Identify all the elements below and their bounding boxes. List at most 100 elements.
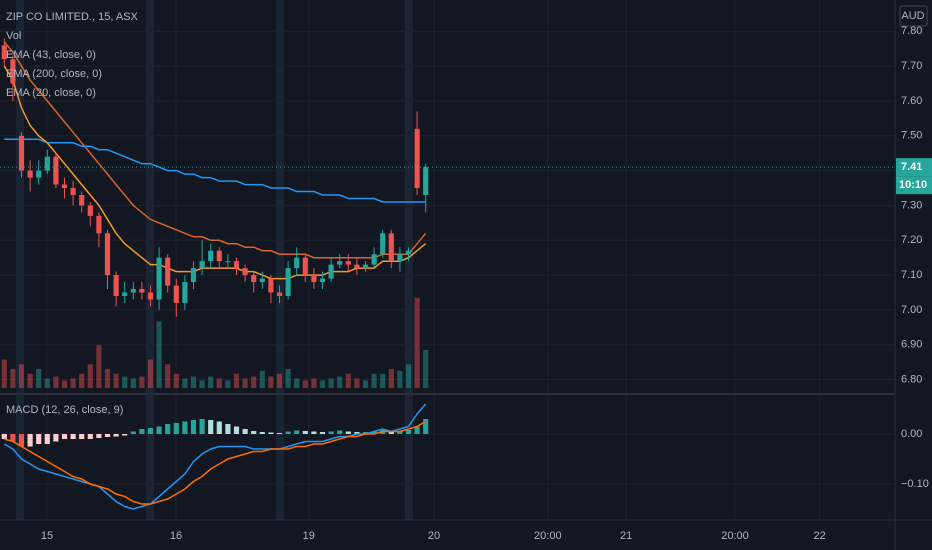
histogram-bar xyxy=(139,429,145,434)
candle-body xyxy=(414,128,420,189)
candle-body xyxy=(319,278,326,283)
volume-bar xyxy=(139,376,145,388)
histogram-bar xyxy=(104,434,111,437)
histogram-bar xyxy=(405,430,412,434)
histogram-bar xyxy=(156,426,162,434)
volume-bar xyxy=(371,373,377,388)
volume-bar xyxy=(405,364,412,388)
volume-bar xyxy=(302,380,308,388)
volume-bar xyxy=(156,321,162,388)
histogram-bar xyxy=(362,432,369,434)
volume-bar xyxy=(380,373,386,388)
volume-bar xyxy=(44,378,50,388)
marks xyxy=(0,38,895,510)
histogram-bar xyxy=(113,434,119,437)
candle-body xyxy=(87,205,93,216)
candle-body xyxy=(139,289,145,293)
candle-body xyxy=(104,233,111,276)
candle-body xyxy=(165,257,171,286)
candle-body xyxy=(96,215,102,234)
countdown-box xyxy=(896,176,932,195)
legend-entry: EMA (200, close, 0) xyxy=(6,68,102,80)
volume-bar xyxy=(337,376,343,388)
histogram-bar xyxy=(122,434,128,436)
histogram-bar xyxy=(242,429,248,434)
volume-bar xyxy=(311,378,317,388)
session-bands xyxy=(16,0,413,520)
candle-body xyxy=(216,250,222,262)
volume-bar xyxy=(18,364,25,388)
chart-title: ZIP CO LIMITED., 15, ASX xyxy=(6,11,139,23)
x-tick-label: 20:00 xyxy=(534,530,562,542)
volume-bar xyxy=(233,373,240,388)
histogram-bar xyxy=(225,424,231,434)
volume-bar xyxy=(216,378,222,388)
candle-body xyxy=(122,292,128,296)
x-tick-label: 19 xyxy=(303,530,315,542)
histogram-bar xyxy=(423,419,429,434)
volume-bar xyxy=(87,364,93,388)
histogram-bar xyxy=(53,434,59,442)
volume-bar xyxy=(130,378,136,388)
histogram-bar xyxy=(208,420,214,434)
y-tick-label: 7.10 xyxy=(901,269,922,281)
histogram-bar xyxy=(311,431,317,434)
candle-body xyxy=(173,285,179,303)
volume-bar xyxy=(319,380,326,388)
histogram-bar xyxy=(147,428,154,434)
histogram-bar xyxy=(182,421,188,434)
currency: AUD xyxy=(901,10,924,22)
volume-bar xyxy=(242,378,248,388)
volume-bar xyxy=(147,359,154,388)
histogram-bar xyxy=(319,432,326,434)
volume-bar xyxy=(1,359,7,388)
ema-line xyxy=(3,41,427,259)
candle-body xyxy=(36,170,42,178)
candle-body xyxy=(233,261,240,269)
candle-body xyxy=(27,170,33,178)
volume-bar xyxy=(53,376,59,388)
ema-line xyxy=(4,138,426,203)
session-band xyxy=(276,0,284,520)
candle-body xyxy=(388,233,394,262)
volume-legend: Vol xyxy=(6,30,21,42)
histogram-bar xyxy=(397,431,403,434)
histogram-bar xyxy=(414,426,420,434)
candle-body xyxy=(268,278,274,293)
candle-body xyxy=(302,257,308,276)
histogram-bar xyxy=(233,426,240,434)
y-tick-label: 0.00 xyxy=(901,428,922,440)
volume-bar xyxy=(423,350,429,388)
histogram-bar xyxy=(294,430,300,434)
histogram-bar xyxy=(354,432,360,434)
volume-bar xyxy=(225,380,231,388)
candle-body xyxy=(242,268,248,276)
volume-bar xyxy=(36,369,42,388)
volume-bar xyxy=(362,380,369,388)
histogram-bar xyxy=(337,430,343,434)
candle-body xyxy=(276,292,283,296)
session-band xyxy=(16,0,24,520)
legend-entry: EMA (20, close, 0) xyxy=(6,87,96,99)
volume-bar xyxy=(285,369,291,388)
candle-body xyxy=(182,282,188,303)
volume-bar xyxy=(165,364,171,388)
signal-line xyxy=(4,420,427,505)
y-tick-label: 7.80 xyxy=(901,25,922,37)
volume-bar xyxy=(354,378,360,388)
candle-body xyxy=(61,184,68,189)
ema-line xyxy=(3,65,427,280)
session-band xyxy=(405,0,413,520)
histogram-bar xyxy=(27,434,33,447)
volume-bar xyxy=(294,378,300,388)
candle-body xyxy=(354,264,360,269)
volume-bar xyxy=(199,380,205,388)
volume-bar xyxy=(345,373,351,388)
histogram-bar xyxy=(173,423,179,434)
last-price-label: 7.41 xyxy=(901,161,922,173)
candle-body xyxy=(225,261,231,263)
histogram-bar xyxy=(1,434,7,439)
candle-body xyxy=(208,250,214,262)
macd-line xyxy=(3,403,427,510)
